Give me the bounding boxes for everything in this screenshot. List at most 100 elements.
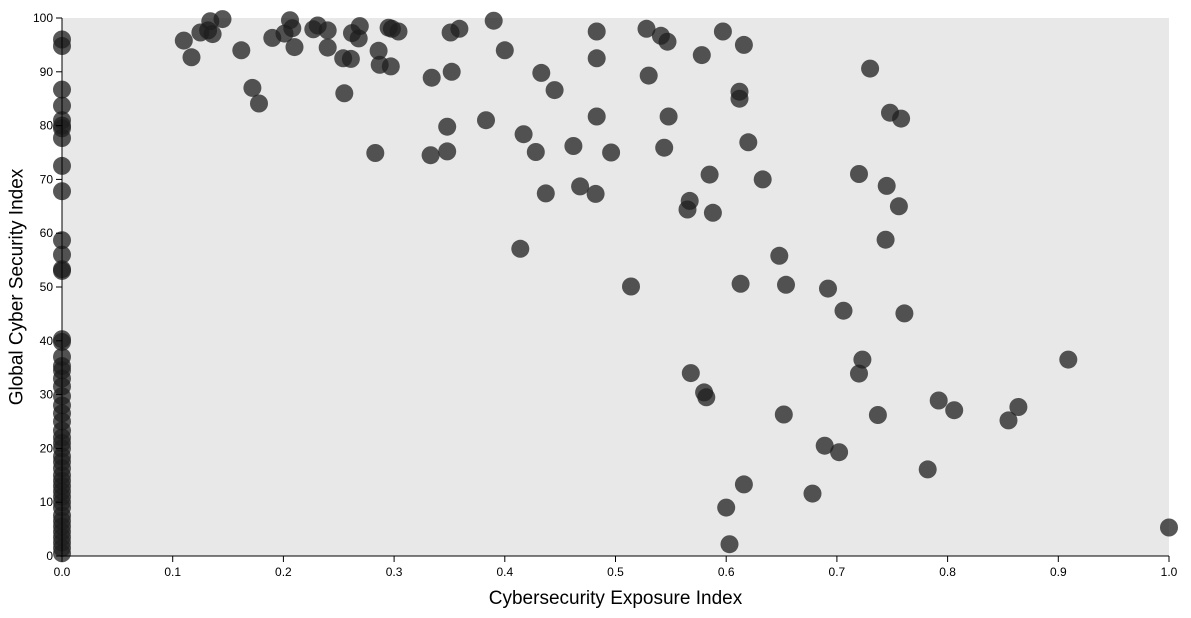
data-point-72: [366, 144, 385, 162]
data-point-93: [536, 184, 555, 203]
data-point-55: [243, 78, 262, 97]
y-tick-label-5: 50: [40, 280, 54, 294]
data-point-139: [868, 406, 887, 424]
data-point-71: [350, 17, 369, 36]
data-point-138: [861, 59, 880, 78]
data-point-119: [720, 535, 739, 554]
data-point-150: [1009, 398, 1028, 416]
y-tick-label-10: 100: [33, 11, 53, 25]
y-tick-label-9: 90: [40, 65, 54, 79]
y-tick-label-4: 40: [40, 334, 54, 348]
data-point-124: [734, 475, 753, 494]
data-point-123: [734, 35, 753, 54]
data-point-52: [203, 25, 222, 44]
data-point-136: [850, 364, 868, 383]
data-point-106: [655, 138, 674, 157]
data-point-90: [514, 125, 533, 144]
x-tick-label-9: 0.9: [1050, 565, 1067, 579]
data-point-47: [174, 31, 193, 50]
data-point-89: [511, 239, 530, 258]
data-point-97: [586, 184, 605, 203]
data-point-143: [889, 197, 908, 216]
data-point-134: [834, 301, 853, 320]
y-tick-label-3: 30: [40, 388, 54, 402]
data-point-114: [697, 388, 716, 407]
data-point-121: [730, 89, 749, 108]
points-layer: [53, 10, 1178, 563]
data-point-118: [717, 498, 736, 517]
data-point-99: [587, 49, 606, 68]
data-point-94: [545, 81, 564, 100]
data-point-148: [945, 401, 964, 420]
data-point-98: [587, 22, 606, 41]
data-point-152: [1160, 518, 1178, 537]
x-tick-label-4: 0.4: [496, 565, 513, 579]
data-point-79: [421, 146, 440, 165]
data-point-104: [639, 66, 658, 85]
data-point-53: [213, 10, 232, 29]
y-tick-label-1: 10: [40, 495, 54, 509]
data-point-132: [819, 279, 837, 298]
data-point-146: [918, 460, 937, 479]
data-point-91: [526, 143, 545, 161]
data-point-84: [442, 62, 461, 81]
data-point-102: [622, 277, 640, 296]
data-point-145: [895, 304, 914, 323]
data-point-103: [637, 19, 656, 38]
data-point-141: [877, 176, 896, 195]
data-point-54: [232, 41, 251, 60]
data-point-60: [283, 19, 302, 38]
data-point-81: [438, 117, 457, 136]
data-point-140: [876, 230, 895, 249]
data-point-107: [658, 32, 677, 51]
x-tick-label-2: 0.2: [275, 565, 292, 579]
data-point-85: [450, 19, 469, 38]
data-point-86: [477, 111, 495, 130]
data-point-95: [564, 137, 583, 155]
y-tick-label-2: 20: [40, 441, 54, 455]
data-point-130: [803, 484, 822, 503]
data-point-101: [602, 143, 621, 162]
data-point-151: [1059, 350, 1078, 369]
data-point-149: [999, 411, 1018, 430]
data-point-65: [318, 38, 337, 57]
data-point-116: [703, 203, 722, 222]
data-point-144: [892, 109, 911, 128]
x-tick-label-3: 0.3: [386, 565, 403, 579]
data-point-100: [587, 107, 606, 126]
data-point-80: [422, 68, 441, 87]
axes-layer: 0.0 0.1 0.2 0.3 0.4 0.5 0.6 0.7 0.8 0.9 1.0 0 10 20 30…: [33, 11, 1178, 579]
data-point-133: [830, 443, 849, 462]
data-point-111: [681, 364, 700, 383]
data-point-88: [495, 41, 514, 60]
data-point-82: [438, 142, 457, 161]
x-tick-label-10: 1.0: [1161, 565, 1178, 579]
data-point-115: [700, 165, 719, 184]
x-tick-label-8: 0.8: [939, 565, 956, 579]
data-point-76: [381, 57, 400, 76]
data-point-126: [753, 170, 772, 189]
data-point-92: [532, 63, 551, 82]
data-point-117: [713, 22, 732, 41]
x-tick-label-7: 0.7: [829, 565, 846, 579]
data-point-112: [692, 46, 711, 65]
x-tick-label-0: 0.0: [54, 565, 71, 579]
data-point-128: [774, 405, 793, 424]
data-point-135: [850, 165, 868, 183]
data-point-110: [680, 191, 699, 210]
data-point-147: [929, 391, 948, 410]
data-point-56: [250, 94, 268, 113]
x-axis-title: Cybersecurity Exposure Index: [489, 588, 743, 609]
y-tick-label-0: 0: [46, 549, 53, 563]
data-point-122: [731, 274, 750, 293]
data-point-64: [318, 21, 337, 40]
data-point-87: [484, 11, 503, 30]
y-tick-label-8: 80: [40, 119, 54, 133]
x-tick-label-1: 0.1: [164, 565, 181, 579]
data-point-127: [770, 246, 789, 265]
data-point-73: [369, 41, 388, 60]
data-point-108: [659, 107, 678, 126]
plot-background: [62, 18, 1169, 556]
data-point-125: [739, 133, 758, 152]
